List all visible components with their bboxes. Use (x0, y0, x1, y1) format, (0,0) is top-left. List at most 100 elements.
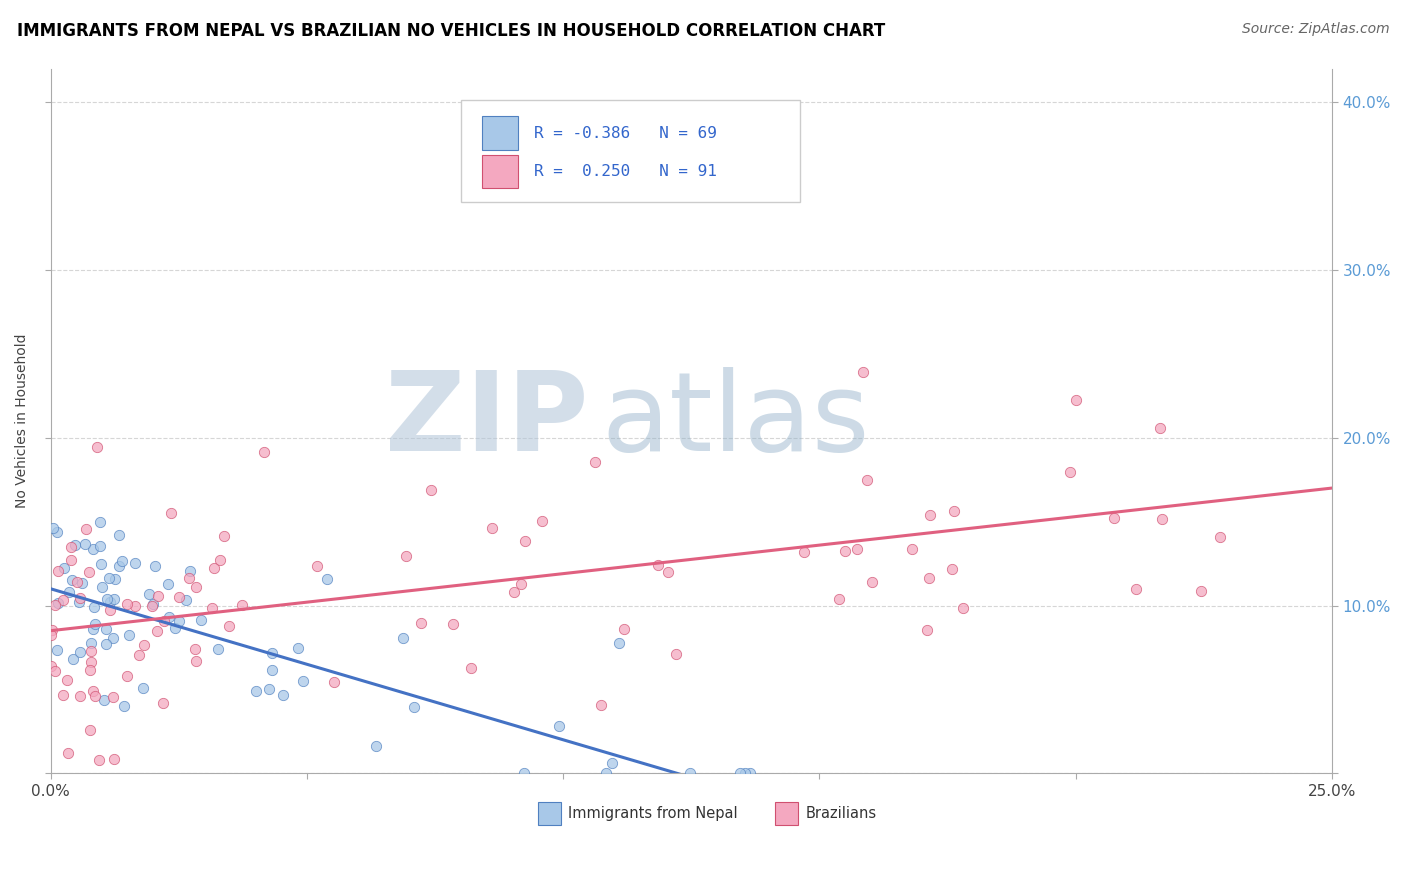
Text: atlas: atlas (602, 368, 870, 475)
Point (441, 616, 464, 631)
Point (1066, 393, 1088, 408)
Point (834, 544, 856, 558)
Point (460, 661, 482, 675)
Point (45, 525, 67, 540)
Point (179, 571, 201, 585)
Point (201, 601, 224, 615)
Point (513, 766, 536, 780)
Point (132, 681, 155, 696)
Point (134, 638, 156, 652)
Point (591, 698, 613, 712)
Point (100, 603, 122, 617)
FancyBboxPatch shape (461, 100, 800, 202)
Point (245, 683, 267, 698)
Point (607, 635, 630, 649)
Point (86, 440, 108, 454)
Point (75, 537, 97, 551)
Point (52, 689, 75, 703)
Point (67, 595, 90, 609)
Point (108, 558, 131, 573)
Point (257, 681, 280, 696)
Point (679, 766, 702, 780)
Point (94, 637, 117, 651)
Point (112, 698, 135, 713)
Point (212, 529, 235, 543)
Point (291, 673, 314, 688)
Point (46, 643, 69, 657)
Point (1149, 421, 1171, 435)
Point (80, 644, 103, 658)
Point (75, 522, 97, 536)
Text: Source: ZipAtlas.com: Source: ZipAtlas.com (1241, 22, 1389, 37)
Point (70, 576, 93, 591)
Point (208, 553, 231, 567)
Point (79, 723, 101, 738)
Point (157, 610, 180, 624)
Point (41, 623, 63, 637)
Point (156, 577, 179, 591)
Point (69, 591, 91, 606)
Point (60, 574, 83, 588)
Point (82, 622, 104, 636)
Point (1059, 465, 1081, 479)
Point (585, 455, 607, 469)
Point (419, 483, 441, 497)
Point (79, 565, 101, 579)
Point (138, 587, 160, 601)
Point (595, 766, 617, 780)
Point (409, 615, 432, 630)
Point (52, 561, 75, 575)
Point (647, 558, 669, 572)
Point (128, 648, 150, 663)
Point (69, 645, 91, 659)
Point (108, 527, 131, 541)
Point (90, 557, 112, 571)
Point (111, 554, 134, 568)
Point (46, 596, 69, 610)
Point (44, 664, 66, 678)
Point (103, 752, 125, 766)
Point (260, 646, 283, 660)
Point (148, 589, 170, 603)
Text: Brazilians: Brazilians (806, 806, 876, 821)
Point (612, 623, 634, 637)
Point (118, 627, 141, 641)
Point (364, 739, 387, 753)
Text: R = -0.386   N = 69: R = -0.386 N = 69 (534, 126, 717, 141)
Point (391, 632, 413, 646)
Point (96, 592, 118, 607)
Point (115, 668, 138, 682)
Point (100, 594, 122, 608)
Text: ZIP: ZIP (385, 368, 589, 475)
Point (41, 628, 63, 642)
Point (395, 549, 418, 563)
Point (97, 571, 120, 585)
Point (513, 534, 536, 549)
Point (740, 766, 762, 780)
Point (179, 564, 201, 578)
Point (93, 693, 115, 707)
Point (69, 689, 91, 703)
Bar (537, 802, 561, 825)
Point (856, 473, 879, 487)
Point (918, 571, 941, 585)
Point (316, 572, 339, 586)
Y-axis label: No Vehicles in Household: No Vehicles in Household (15, 334, 30, 508)
Point (531, 514, 554, 528)
Point (186, 580, 208, 594)
Point (901, 541, 924, 556)
Point (66, 575, 89, 590)
Point (62, 652, 84, 666)
Bar (775, 802, 797, 825)
Point (52, 593, 75, 607)
Point (58, 747, 80, 761)
Point (167, 591, 190, 605)
Point (218, 619, 240, 633)
Point (58, 585, 80, 599)
Point (322, 675, 344, 690)
Point (1189, 583, 1212, 598)
Point (141, 599, 163, 614)
Point (42, 521, 65, 535)
Point (152, 696, 174, 710)
Point (80, 655, 103, 669)
